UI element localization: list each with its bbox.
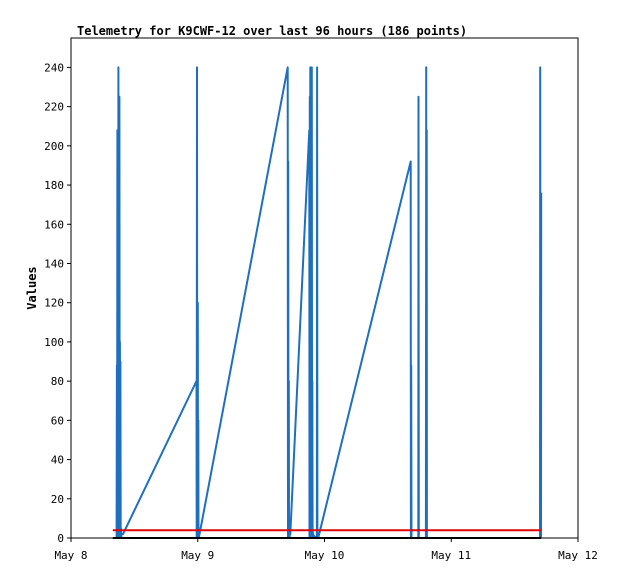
x-tick-label-1: May 9 xyxy=(181,549,214,562)
x-axis: May 8 May 9 May 10 May 11 May 12 xyxy=(54,538,598,562)
y-axis: 0 20 40 60 80 100 120 140 160 180 200 220 240 xyxy=(44,61,71,545)
plot-area xyxy=(70,37,579,539)
series-layer xyxy=(112,66,543,539)
y-tick-label-7: 140 xyxy=(44,257,64,270)
x-tick-label-4: May 12 xyxy=(558,549,598,562)
y-tick-label-4: 80 xyxy=(51,375,64,388)
y-tick-label-5: 100 xyxy=(44,336,64,349)
chart-title: Telemetry for K9CWF-12 over last 96 hour… xyxy=(77,24,467,38)
y-tick-label-6: 120 xyxy=(44,297,64,310)
y-axis-label: Values xyxy=(25,266,39,309)
y-tick-label-9: 180 xyxy=(44,179,64,192)
y-tick-label-10: 200 xyxy=(44,140,64,153)
y-tick-label-2: 40 xyxy=(51,454,64,467)
y-tick-label-12: 240 xyxy=(44,61,64,74)
x-tick-label-3: May 11 xyxy=(431,549,471,562)
x-tick-label-0: May 8 xyxy=(54,549,87,562)
y-tick-label-11: 220 xyxy=(44,101,64,114)
series-line-0 xyxy=(115,66,543,539)
x-tick-label-2: May 10 xyxy=(305,549,345,562)
y-tick-label-1: 20 xyxy=(51,493,64,506)
y-tick-label-0: 0 xyxy=(57,532,64,545)
y-tick-label-8: 160 xyxy=(44,218,64,231)
y-tick-label-3: 60 xyxy=(51,414,64,427)
